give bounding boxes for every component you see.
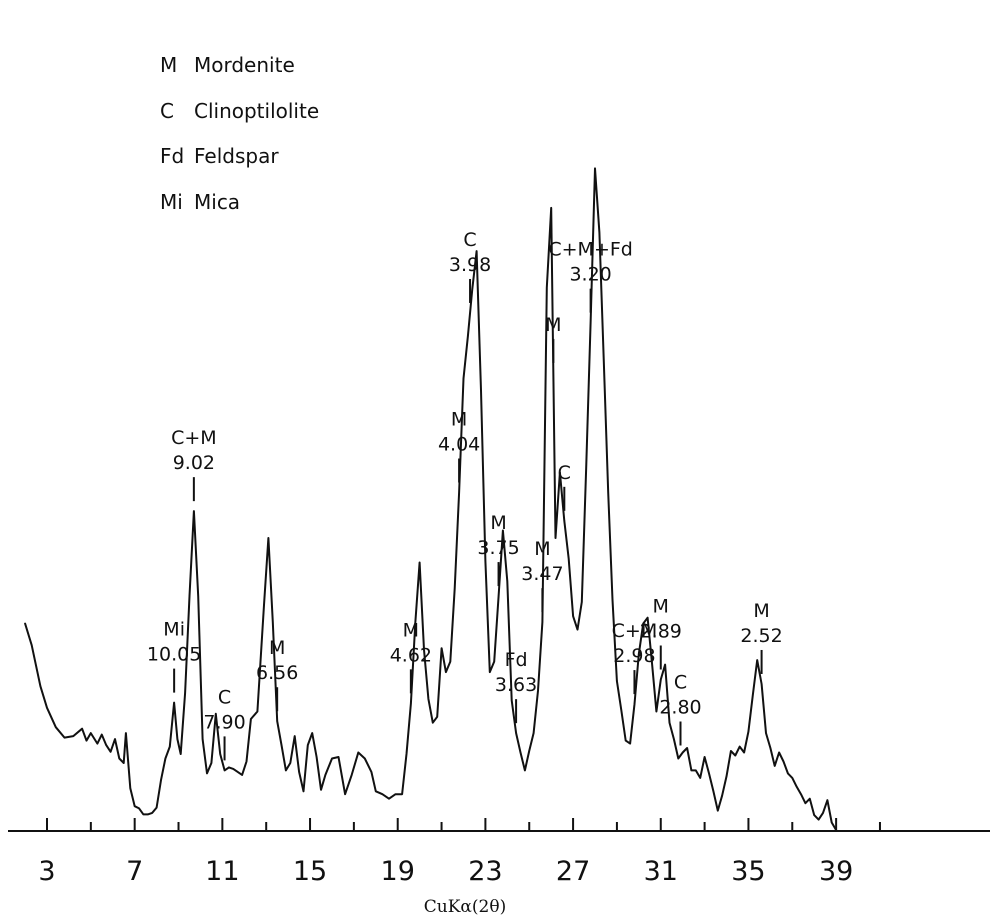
- x-axis: 3 7 11 15 19 23 27 31 35 39: [8, 818, 990, 887]
- legend-entry-fd-name: Feldspar: [194, 144, 279, 168]
- peak-annotations: 10.05 Mi 9.02 C+M 7.90 C 6.56 M 4.62 M 4.04 M 3.98 C 3…: [147, 229, 783, 761]
- peak-phase-label: M: [490, 512, 506, 534]
- x-tick-label: 11: [205, 856, 239, 887]
- peak-phase-label: Fd: [505, 649, 528, 671]
- peak-d-spacing: 4.62: [390, 644, 432, 666]
- x-tick-label: 35: [731, 856, 765, 887]
- peak-d-spacing: 3.98: [449, 254, 491, 276]
- peak-phase-label: M: [545, 314, 561, 336]
- legend-entry-m: M: [160, 53, 177, 77]
- xrd-trace-line: [24, 167, 838, 831]
- peak-d-spacing: 3.47: [521, 563, 563, 585]
- peak-phase-label: C+M+Fd: [548, 239, 633, 261]
- peak-phase-label: M: [451, 409, 467, 431]
- peak-d-spacing: 9.02: [173, 452, 215, 474]
- peak-phase-label: M: [653, 596, 669, 618]
- peak-d-spacing: 2.52: [740, 625, 782, 647]
- peak-phase-label: C+M: [612, 620, 658, 642]
- legend-entry-c-name: Clinoptilolite: [194, 99, 319, 123]
- peak-phase-label: C: [674, 672, 687, 694]
- peak-phase-label: M: [403, 619, 419, 641]
- legend-entry-c: C: [160, 99, 174, 123]
- x-tick-label: 7: [126, 856, 143, 887]
- peak-phase-label: M: [753, 600, 769, 622]
- peak-phase-label: C: [558, 462, 571, 484]
- peak-d-spacing: 4.04: [438, 434, 480, 456]
- peak-phase-label: C: [463, 229, 476, 251]
- legend: M Mordenite C Clinoptilolite Fd Feldspar…: [160, 53, 319, 214]
- peak-d-spacing: 3.20: [569, 264, 611, 286]
- peak-d-spacing: 6.56: [256, 662, 298, 684]
- legend-entry-mi: Mi: [160, 190, 183, 214]
- peak-d-spacing: 2.89: [640, 621, 682, 643]
- x-tick-label: 31: [644, 856, 678, 887]
- peak-phase-label: M: [534, 538, 550, 560]
- legend-entry-fd: Fd: [160, 144, 184, 168]
- peak-d-spacing: 2.80: [659, 697, 701, 719]
- peak-phase-label: C: [218, 686, 231, 708]
- legend-entry-m-name: Mordenite: [194, 53, 295, 77]
- x-tick-label: 39: [819, 856, 853, 887]
- x-tick-label: 3: [38, 856, 55, 887]
- peak-phase-label: M: [269, 637, 285, 659]
- peak-phase-label: C+M: [171, 427, 217, 449]
- peak-d-spacing: 2.98: [613, 645, 655, 667]
- x-axis-label: CuKα(2θ): [424, 897, 506, 917]
- peak-d-spacing: 10.05: [147, 644, 201, 666]
- x-tick-label: 27: [556, 856, 590, 887]
- diffraction-pattern: [24, 167, 838, 831]
- x-tick-label: 15: [293, 856, 327, 887]
- peak-d-spacing: 3.75: [477, 537, 519, 559]
- legend-entry-mi-name: Mica: [194, 190, 240, 214]
- x-tick-label: 19: [381, 856, 415, 887]
- x-tick-label: 23: [468, 856, 502, 887]
- peak-d-spacing: 3.63: [495, 674, 537, 696]
- peak-phase-label: Mi: [163, 619, 185, 641]
- peak-d-spacing: 7.90: [203, 711, 245, 733]
